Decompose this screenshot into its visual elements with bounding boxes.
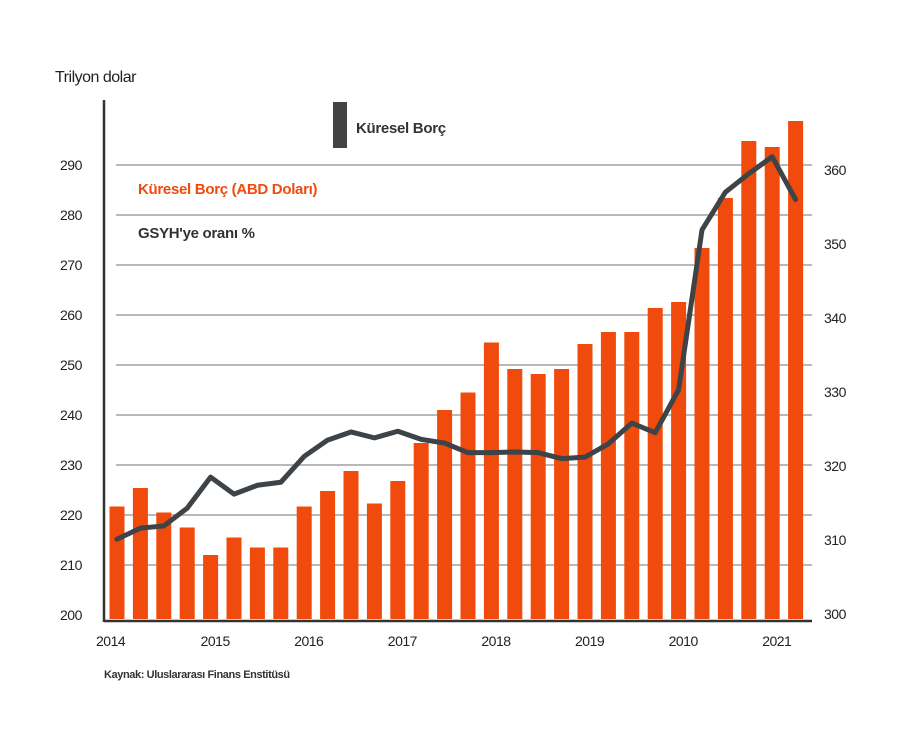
left-tick-label: 240 [60,407,83,423]
left-tick-label: 210 [60,557,83,573]
x-tick-label: 2018 [481,633,511,649]
bar [109,506,125,619]
left-tick-label: 230 [60,457,83,473]
bar [320,491,336,619]
legend-bars-label: Küresel Borç (ABD Doları) [138,181,318,198]
x-tick-label: 2017 [388,633,418,649]
bar [717,198,733,619]
bar [343,471,359,619]
bar [577,344,593,619]
right-axis-ticks: 300 310 320 330 340 350 360 [824,162,847,622]
x-tick-label: 2019 [575,633,605,649]
left-tick-label: 280 [60,207,83,223]
right-tick-label: 340 [824,310,847,326]
bar [296,506,312,619]
left-tick-label: 260 [60,307,83,323]
bar [530,374,546,619]
bar [203,555,219,619]
bar [366,503,382,619]
ratio-line [114,154,799,542]
legend-title: Küresel Borç [356,120,446,137]
bar [483,342,499,619]
bar [413,443,429,619]
source-note: Kaynak: Uluslararası Finans Enstitüsü [104,669,290,681]
x-tick-label: 2010 [669,633,699,649]
legend-swatch-icon [333,102,347,148]
bar [764,147,780,619]
line-series [114,154,799,542]
left-tick-label: 270 [60,257,83,273]
x-tick-label: 2021 [762,633,792,649]
bar [273,547,289,619]
bar [647,308,663,619]
bar [226,537,242,619]
right-tick-label: 360 [824,162,847,178]
left-axis-title: Trilyon dolar [55,69,137,86]
axes [102,100,812,623]
left-tick-label: 220 [60,507,83,523]
left-axis-ticks: 200 210 220 230 240 250 260 270 280 290 [60,157,83,623]
bar [624,332,640,619]
bar [554,369,570,619]
left-tick-label: 250 [60,357,83,373]
x-axis-ticks: 2014 2015 2016 2017 2018 2019 2010 2021 [96,633,793,649]
gridlines [116,164,812,566]
bar-series [109,121,804,619]
x-tick-label: 2014 [96,633,126,649]
x-tick-label: 2015 [201,633,231,649]
bar [249,547,265,619]
bar [179,527,195,619]
bar [507,369,523,619]
right-tick-label: 320 [824,458,847,474]
bar [437,410,453,619]
x-tick-label: 2016 [294,633,324,649]
bar [132,488,148,619]
left-tick-label: 290 [60,157,83,173]
bar [600,332,616,619]
right-tick-label: 310 [824,532,847,548]
legend-line-label: GSYH'ye oranı % [138,225,255,242]
right-tick-label: 330 [824,384,847,400]
bar [390,481,406,619]
bar [741,141,757,619]
bar [156,512,172,619]
bar [788,121,804,619]
bar [694,248,710,619]
right-tick-label: 350 [824,236,847,252]
left-tick-label: 200 [60,607,83,623]
right-tick-label: 300 [824,606,847,622]
bar [460,392,476,619]
